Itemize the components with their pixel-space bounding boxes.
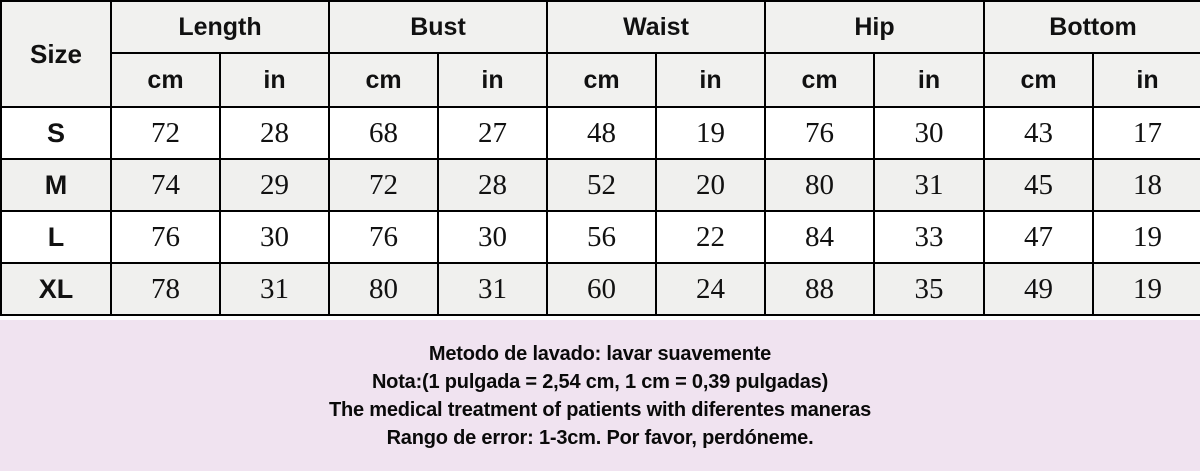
length-cm-value: 78 [110, 262, 221, 316]
bottom-in-value: 19 [1092, 210, 1200, 264]
bust-in-value: 31 [437, 262, 549, 316]
table-row-s: S 72 28 68 27 48 19 76 30 43 17 [0, 106, 1200, 160]
size-column-header: Size [0, 0, 112, 108]
length-in-value: 30 [218, 210, 331, 264]
size-label: L [0, 210, 112, 264]
group-header-length: Length [109, 0, 331, 54]
group-header-bottom: Bottom [983, 0, 1200, 54]
unit-header-bottom-cm: cm [983, 52, 1095, 108]
hip-in-value: 33 [873, 210, 986, 264]
length-cm-value: 74 [110, 158, 221, 212]
waist-in-value: 24 [655, 262, 767, 316]
unit-header-waist-in: in [655, 52, 767, 108]
table-row-l: L 76 30 76 30 56 22 84 33 47 19 [0, 210, 1200, 264]
table-row-xl: XL 78 31 80 31 60 24 88 35 49 19 [0, 262, 1200, 316]
translation-note: The medical treatment of patients with d… [328, 398, 872, 421]
wash-method-note: Metodo de lavado: lavar suavemente [428, 342, 772, 365]
unit-header-hip-cm: cm [764, 52, 876, 108]
unit-header-length-in: in [218, 52, 331, 108]
length-in-value: 29 [218, 158, 331, 212]
bottom-cm-value: 47 [983, 210, 1095, 264]
unit-header-length-cm: cm [110, 52, 221, 108]
length-cm-value: 72 [110, 106, 221, 160]
waist-cm-value: 52 [546, 158, 658, 212]
waist-cm-value: 56 [546, 210, 658, 264]
waist-cm-value: 48 [546, 106, 658, 160]
hip-cm-value: 88 [764, 262, 876, 316]
size-label: M [0, 158, 112, 212]
size-label: S [0, 106, 112, 160]
unit-conversion-note: Nota:(1 pulgada = 2,54 cm, 1 cm = 0,39 p… [371, 370, 829, 393]
waist-in-value: 19 [655, 106, 767, 160]
bust-in-value: 30 [437, 210, 549, 264]
bottom-cm-value: 49 [983, 262, 1095, 316]
header-group-row: Size Length Bust Waist Hip Bottom [0, 0, 1200, 108]
hip-cm-value: 80 [764, 158, 876, 212]
table-row-m: M 74 29 72 28 52 20 80 31 45 18 [0, 158, 1200, 212]
bust-cm-value: 80 [328, 262, 440, 316]
unit-header-waist-cm: cm [546, 52, 658, 108]
hip-cm-value: 84 [764, 210, 876, 264]
waist-in-value: 20 [655, 158, 767, 212]
bust-cm-value: 72 [328, 158, 440, 212]
bust-in-value: 28 [437, 158, 549, 212]
bust-cm-value: 68 [328, 106, 440, 160]
unit-header-hip-in: in [873, 52, 986, 108]
header-unit-row: cm in cm in cm in cm in cm in [1, 52, 1200, 108]
care-note-panel: Metodo de lavado: lavar suavemente Nota:… [0, 320, 1200, 471]
size-label: XL [0, 262, 112, 316]
unit-header-bust-cm: cm [328, 52, 440, 108]
hip-in-value: 35 [873, 262, 986, 316]
group-header-bust: Bust [328, 0, 549, 54]
bottom-in-value: 18 [1092, 158, 1200, 212]
waist-in-value: 22 [655, 210, 767, 264]
length-in-value: 28 [218, 106, 331, 160]
bottom-cm-value: 45 [983, 158, 1095, 212]
hip-cm-value: 76 [764, 106, 876, 160]
unit-header-bust-in: in [437, 52, 549, 108]
bottom-in-value: 17 [1092, 106, 1200, 160]
hip-in-value: 30 [873, 106, 986, 160]
error-range-note: Rango de error: 1-3cm. Por favor, perdón… [386, 426, 814, 449]
bottom-in-value: 19 [1092, 262, 1200, 316]
waist-cm-value: 60 [546, 262, 658, 316]
hip-in-value: 31 [873, 158, 986, 212]
length-cm-value: 76 [110, 210, 221, 264]
group-header-hip: Hip [764, 0, 986, 54]
length-in-value: 31 [218, 262, 331, 316]
bottom-cm-value: 43 [983, 106, 1095, 160]
bust-in-value: 27 [437, 106, 549, 160]
group-header-waist: Waist [546, 0, 767, 54]
size-chart-table: Size Length Bust Waist Hip Bottom cm in … [0, 0, 1200, 316]
bust-cm-value: 76 [328, 210, 440, 264]
unit-header-bottom-in: in [1092, 52, 1200, 108]
